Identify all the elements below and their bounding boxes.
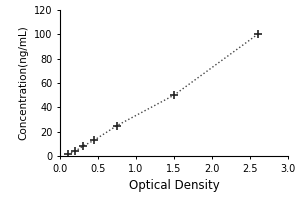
- X-axis label: Optical Density: Optical Density: [129, 179, 219, 192]
- Y-axis label: Concentration(ng/mL): Concentration(ng/mL): [18, 26, 28, 140]
